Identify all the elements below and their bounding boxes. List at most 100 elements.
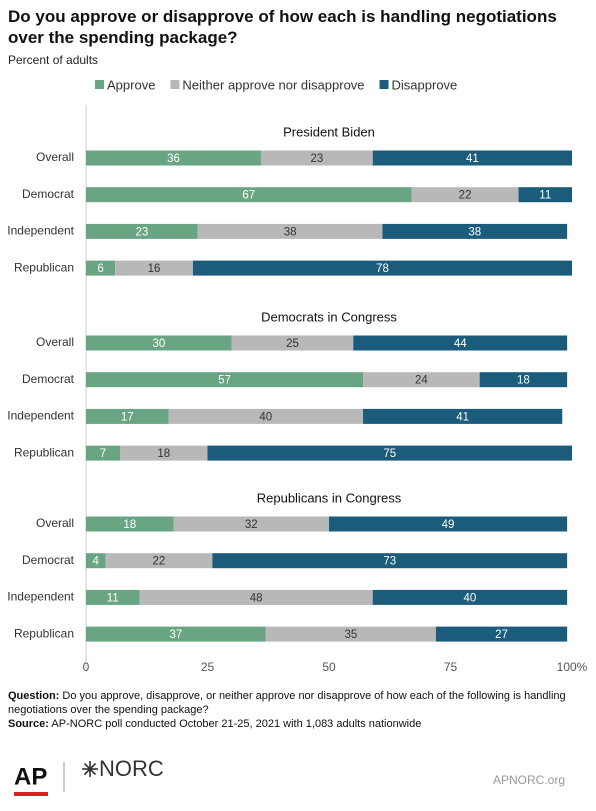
source-label: Source: bbox=[8, 718, 49, 730]
category-label: Democrat bbox=[22, 372, 75, 386]
value-label: 40 bbox=[259, 411, 272, 423]
bar bbox=[192, 260, 573, 276]
bar bbox=[120, 445, 208, 461]
bar bbox=[372, 150, 572, 166]
value-label: 27 bbox=[495, 629, 508, 641]
bar bbox=[86, 260, 116, 276]
bar bbox=[372, 589, 568, 605]
bar bbox=[86, 516, 174, 532]
value-label: 38 bbox=[284, 226, 297, 238]
bar bbox=[231, 335, 354, 351]
value-label: 16 bbox=[148, 263, 161, 275]
value-label: 57 bbox=[218, 375, 231, 387]
bar bbox=[115, 260, 193, 276]
value-label: 38 bbox=[468, 226, 481, 238]
source-text: AP-NORC poll conducted October 21-25, 20… bbox=[51, 718, 422, 730]
bar bbox=[353, 335, 568, 351]
bar bbox=[139, 589, 373, 605]
bar bbox=[86, 589, 140, 605]
question-text: Do you approve, disapprove, or neither a… bbox=[8, 690, 566, 716]
x-tick-label: 100% bbox=[557, 660, 588, 674]
value-label: 37 bbox=[170, 629, 183, 641]
value-label: 49 bbox=[442, 519, 455, 531]
value-label: 18 bbox=[123, 519, 136, 531]
bar bbox=[479, 372, 568, 388]
value-label: 22 bbox=[459, 190, 472, 202]
panel-title: Republicans in Congress bbox=[257, 490, 402, 505]
question: Question: Do you approve, disapprove, or… bbox=[8, 689, 586, 717]
logo-ap: AP bbox=[14, 763, 47, 790]
value-label: 67 bbox=[242, 190, 255, 202]
bar bbox=[382, 223, 568, 239]
value-label: 17 bbox=[121, 411, 134, 423]
category-label: Republican bbox=[14, 445, 74, 459]
value-label: 30 bbox=[153, 338, 166, 350]
bar bbox=[86, 372, 364, 388]
category-label: Republican bbox=[14, 626, 74, 640]
bar bbox=[207, 445, 572, 461]
question-label: Question: bbox=[8, 690, 60, 702]
value-label: 78 bbox=[376, 263, 389, 275]
x-tick-label: 25 bbox=[201, 660, 215, 674]
bar bbox=[265, 626, 436, 642]
category-label: Independent bbox=[7, 409, 74, 423]
value-label: 7 bbox=[100, 448, 106, 460]
value-label: 35 bbox=[344, 629, 357, 641]
bar bbox=[168, 408, 364, 424]
legend-swatch bbox=[379, 80, 389, 89]
bar bbox=[411, 187, 519, 203]
chart-title: Do you approve or disapprove of how each… bbox=[8, 7, 557, 47]
value-label: 23 bbox=[310, 153, 323, 165]
value-label: 25 bbox=[286, 338, 299, 350]
category-label: Democrat bbox=[22, 187, 75, 201]
bar bbox=[86, 223, 198, 239]
x-tick-label: 0 bbox=[83, 660, 90, 674]
notes: Question: Do you approve, disapprove, or… bbox=[8, 689, 586, 731]
bar bbox=[363, 408, 563, 424]
bar bbox=[86, 150, 261, 166]
value-label: 6 bbox=[97, 263, 103, 275]
category-label: Republican bbox=[14, 260, 74, 274]
category-label: Overall bbox=[36, 150, 74, 164]
logo-star bbox=[82, 761, 98, 777]
bar bbox=[86, 335, 232, 351]
value-label: 24 bbox=[415, 375, 428, 387]
bar bbox=[197, 223, 383, 239]
value-label: 18 bbox=[517, 375, 530, 387]
bar bbox=[212, 553, 568, 569]
category-label: Democrat bbox=[22, 553, 75, 567]
bar bbox=[86, 408, 169, 424]
value-label: 23 bbox=[135, 226, 148, 238]
chart-subtitle: Percent of adults bbox=[8, 53, 99, 67]
logo-norc: NORC bbox=[99, 756, 164, 781]
panel-title: President Biden bbox=[283, 124, 375, 139]
value-label: 40 bbox=[464, 592, 477, 604]
x-tick-label: 75 bbox=[444, 660, 458, 674]
legend-swatch bbox=[170, 80, 180, 89]
value-label: 36 bbox=[167, 153, 180, 165]
category-label: Overall bbox=[36, 335, 74, 349]
bar bbox=[363, 372, 480, 388]
category-label: Independent bbox=[7, 224, 74, 238]
value-label: 41 bbox=[456, 411, 469, 423]
value-label: 73 bbox=[383, 556, 396, 568]
value-label: 11 bbox=[539, 190, 551, 202]
bar bbox=[518, 187, 572, 203]
x-tick-label: 50 bbox=[322, 660, 336, 674]
bar bbox=[173, 516, 329, 532]
value-label: 4 bbox=[93, 556, 100, 568]
source: Source: AP-NORC poll conducted October 2… bbox=[8, 717, 586, 731]
category-label: Independent bbox=[7, 590, 74, 604]
legend-label: Disapprove bbox=[392, 77, 458, 92]
bar bbox=[260, 150, 373, 166]
legend-label: Neither approve nor disapprove bbox=[182, 77, 364, 92]
value-label: 32 bbox=[245, 519, 258, 531]
value-label: 75 bbox=[383, 448, 396, 460]
bar bbox=[105, 553, 213, 569]
value-label: 18 bbox=[157, 448, 170, 460]
value-label: 44 bbox=[454, 338, 467, 350]
value-label: 48 bbox=[250, 592, 263, 604]
bar bbox=[329, 516, 568, 532]
